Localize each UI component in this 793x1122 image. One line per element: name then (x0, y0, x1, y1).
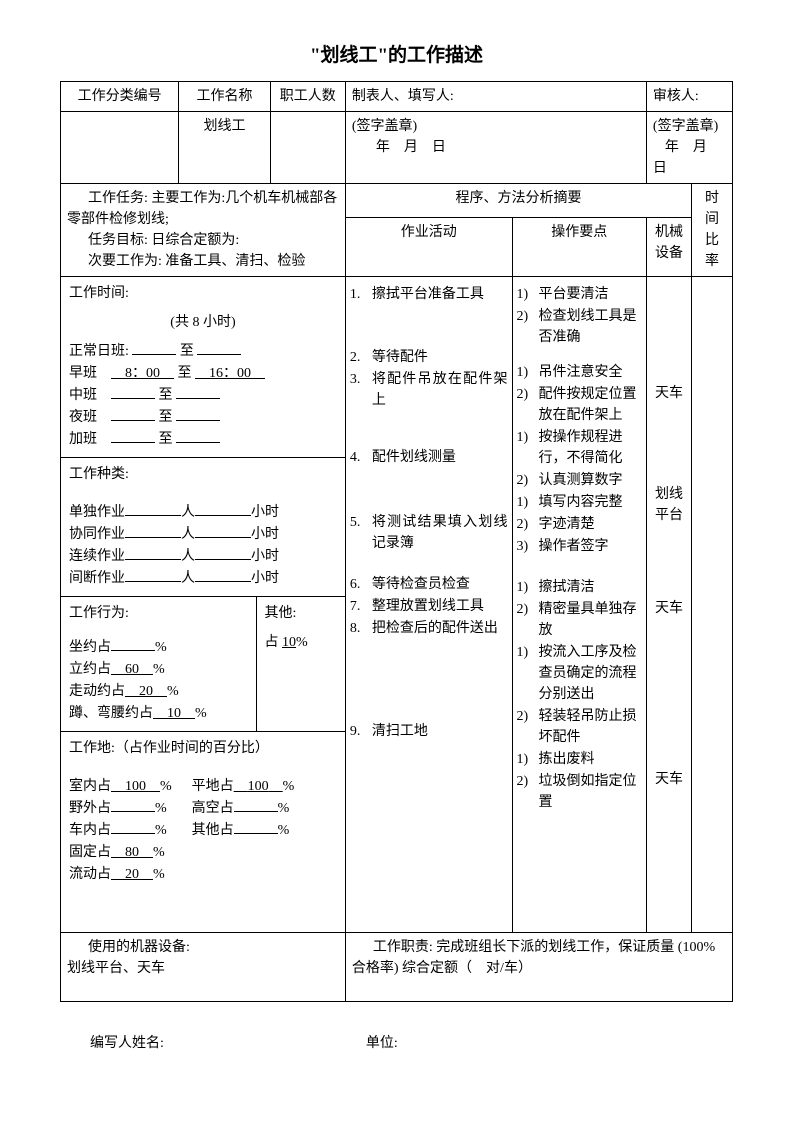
hdr-points: 操作要点 (512, 218, 646, 277)
col-activities: 1.擦拭平台准备工具 2.等待配件 3.将配件吊放在配件架上 4.配件划线测量 … (345, 277, 512, 933)
behavior-other-label: 其他: (265, 603, 337, 624)
hdr-class-no: 工作分类编号 (61, 82, 179, 112)
hdr-preparer: 制表人、填写人: (345, 82, 646, 112)
hdr-analysis: 程序、方法分析摘要 (345, 184, 691, 218)
footer: 编写人姓名: 单位: (60, 1032, 733, 1052)
hdr-reviewer: 审核人: (646, 82, 732, 112)
hdr-activity: 作业活动 (345, 218, 512, 277)
cell-equipment-used: 使用的机器设备: 划线平台、天车 (61, 933, 346, 1002)
footer-unit: 单位: (366, 1032, 398, 1052)
cell-job-name-val: 划线工 (179, 112, 270, 184)
cell-sig-left: (签字盖章) 年 月 日 (345, 112, 646, 184)
hdr-ratio: 时间比率 (692, 184, 733, 277)
left-sections: 工作时间: (共 8 小时) 正常日班: 至 早班 8：00 至 16：00 中… (61, 277, 346, 933)
workplace-label: 工作地:（占作业时间的百分比） (69, 738, 337, 759)
hdr-equip: 机械设备 (646, 218, 691, 277)
worktime-label: 工作时间: (69, 283, 337, 304)
main-table: 工作分类编号 工作名称 职工人数 制表人、填写人: 审核人: 划线工 (签字盖章… (60, 81, 733, 1002)
cell-duty: 工作职责: 完成班组长下派的划线工作，保证质量 (100%合格率) 综合定额（ … (345, 933, 732, 1002)
cell-count-val (270, 112, 345, 184)
behavior-label: 工作行为: (69, 603, 248, 624)
col-ratio (692, 277, 733, 933)
cell-task: 工作任务: 主要工作为:几个机车机械部各零部件检修划线; 任务目标: 日综合定额… (61, 184, 346, 277)
footer-author: 编写人姓名: (90, 1032, 366, 1052)
hdr-job-name: 工作名称 (179, 82, 270, 112)
hdr-count: 职工人数 (270, 82, 345, 112)
col-equip: 天车 划线平台 天车 天车 (646, 277, 691, 933)
cell-sig-right: (签字盖章) 年 月 日 (646, 112, 732, 184)
col-points: 1)平台要清洁 2)检查划线工具是否准确 1)吊件注意安全 2)配件按规定位置放… (512, 277, 646, 933)
worktype-label: 工作种类: (69, 464, 337, 485)
cell-class-no-val (61, 112, 179, 184)
page-title: "划线工"的工作描述 (60, 40, 733, 67)
